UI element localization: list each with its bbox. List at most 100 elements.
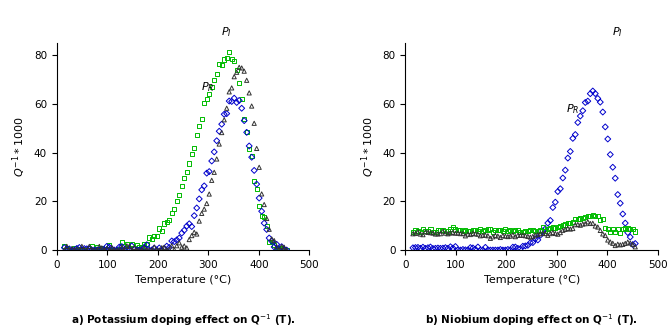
Point [443, 229, 454, 234]
Point [623, 240, 633, 245]
Point [627, 242, 638, 247]
Point [623, 230, 633, 235]
Point [239, 68, 250, 74]
Point [156, 245, 167, 250]
Point [122, 241, 132, 246]
Point [67, 247, 77, 252]
Point [194, 218, 204, 224]
Point [485, 227, 496, 232]
Point [59, 245, 69, 250]
Point [136, 247, 147, 253]
Point [482, 233, 493, 239]
Point [455, 231, 466, 236]
Point [277, 245, 287, 251]
Point [267, 240, 277, 245]
Point [96, 246, 107, 252]
Point [462, 232, 473, 237]
Point [251, 146, 262, 151]
Point [182, 223, 192, 229]
Point [418, 232, 428, 237]
Point [562, 155, 573, 161]
Point [445, 226, 456, 232]
Point [565, 226, 576, 232]
Point [600, 225, 611, 230]
Point [67, 247, 77, 253]
Point [69, 247, 79, 253]
Point [139, 245, 150, 250]
Point [172, 198, 182, 204]
Point [580, 215, 591, 220]
Point [246, 155, 257, 160]
Point [246, 153, 257, 159]
Point [458, 247, 468, 252]
Point [615, 230, 626, 235]
Point [239, 116, 250, 122]
Point [79, 247, 90, 252]
Point [430, 246, 441, 251]
Point [550, 225, 560, 230]
Point [570, 132, 580, 137]
Point [440, 228, 451, 234]
Point [470, 228, 481, 233]
Point [492, 227, 503, 232]
Point [532, 237, 543, 242]
Point [129, 245, 140, 250]
Point [465, 232, 476, 237]
Point [116, 240, 127, 245]
Point [430, 231, 441, 237]
Point [485, 236, 496, 241]
Point [264, 227, 275, 232]
Point [528, 227, 538, 232]
Point [458, 231, 468, 236]
Point [603, 227, 613, 232]
Point [224, 98, 234, 104]
Point [585, 91, 596, 96]
Point [508, 244, 518, 250]
Point [558, 228, 568, 233]
Point [236, 106, 247, 111]
Point [577, 108, 588, 114]
Point [565, 221, 576, 226]
Point [597, 216, 608, 222]
Point [488, 247, 498, 253]
Point [572, 216, 583, 222]
Point [480, 233, 491, 238]
Point [224, 50, 234, 55]
Point [229, 74, 240, 79]
Point [166, 243, 177, 248]
Point [126, 243, 137, 249]
Point [216, 62, 227, 67]
Point [510, 244, 520, 250]
Point [216, 122, 227, 127]
Point [460, 247, 471, 252]
Point [625, 226, 635, 232]
Point [251, 186, 262, 191]
Point [249, 121, 260, 126]
Point [545, 231, 556, 236]
Point [249, 179, 260, 184]
Point [567, 219, 578, 224]
Point [94, 244, 105, 249]
Point [435, 246, 446, 251]
Point [433, 245, 444, 251]
Point [420, 228, 431, 234]
Point [482, 247, 493, 253]
Point [61, 245, 72, 250]
Point [468, 228, 478, 233]
Point [452, 230, 463, 236]
Point [162, 243, 172, 249]
Point [480, 227, 491, 233]
Point [532, 232, 543, 237]
Point [613, 192, 623, 197]
Point [548, 205, 558, 210]
Point [627, 242, 638, 247]
Point [146, 247, 157, 253]
Point [468, 231, 478, 236]
Point [59, 247, 69, 253]
Point [488, 229, 498, 235]
Point [259, 215, 269, 220]
Point [112, 247, 122, 253]
Point [610, 243, 621, 248]
Text: P$_R$: P$_R$ [200, 80, 214, 94]
Point [144, 247, 154, 253]
